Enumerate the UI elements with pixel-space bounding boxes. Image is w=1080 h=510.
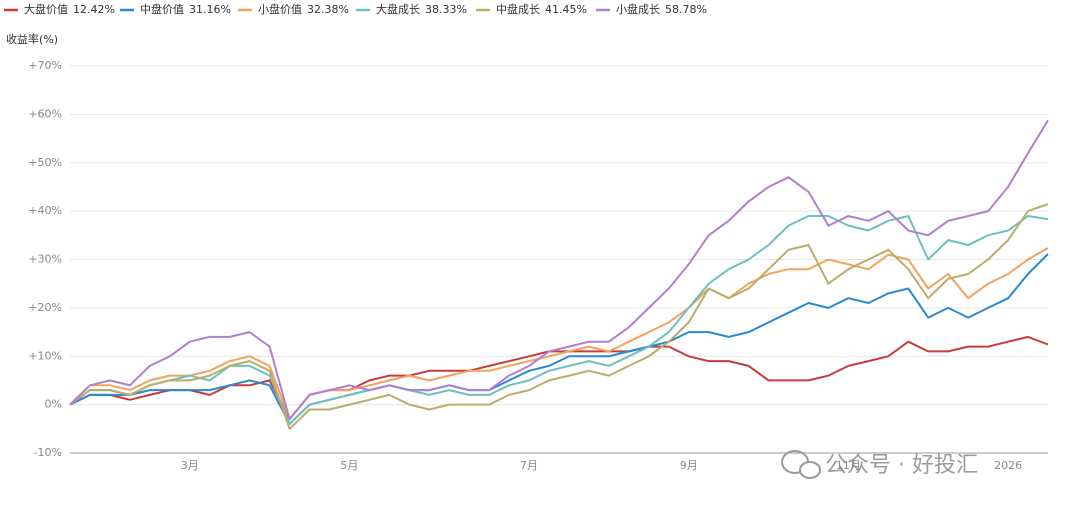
line xyxy=(69,119,1049,421)
line xyxy=(69,215,1049,425)
watermark: 公众号 · 好投汇 xyxy=(781,450,978,479)
legend-item: 小盘价值 32.38% xyxy=(238,2,349,16)
legend-label: 大盘价值 xyxy=(24,2,68,16)
line xyxy=(69,253,1049,425)
x-tick-label: 2026 xyxy=(994,459,1022,472)
y-tick-label: +40% xyxy=(28,204,62,217)
line xyxy=(69,203,1049,430)
y-tick-label: 0% xyxy=(45,398,62,411)
y-axis-title: 收益率(%) xyxy=(6,32,58,46)
x-tick-label: 3月 xyxy=(181,459,199,472)
x-tick-label: 9月 xyxy=(680,459,698,472)
watermark-icon xyxy=(799,461,821,479)
x-tick-label: 5月 xyxy=(340,459,358,472)
legend-value: 31.16% xyxy=(189,3,231,16)
legend-label: 小盘价值 xyxy=(258,2,302,16)
y-tick-label: +60% xyxy=(28,107,62,120)
legend-item: 大盘成长 38.33% xyxy=(356,2,467,16)
legend-value: 58.78% xyxy=(665,3,707,16)
legend-item: 小盘成长 58.78% xyxy=(596,2,707,16)
y-tick-label: +10% xyxy=(28,349,62,362)
y-tick-label: -10% xyxy=(34,446,62,459)
legend-value: 32.38% xyxy=(307,3,349,16)
legend-value: 38.33% xyxy=(425,3,467,16)
legend-label: 大盘成长 xyxy=(376,2,420,16)
line xyxy=(69,247,1049,421)
legend-label: 小盘成长 xyxy=(616,2,660,16)
legend-item: 中盘价值 31.16% xyxy=(120,2,231,16)
legend-item: 大盘价值 12.42% xyxy=(4,2,115,16)
y-tick-label: +20% xyxy=(28,301,62,314)
legend-label: 中盘价值 xyxy=(140,2,184,16)
legend-value: 41.45% xyxy=(545,3,587,16)
legend-value: 12.42% xyxy=(73,3,115,16)
y-tick-label: +50% xyxy=(28,156,62,169)
x-tick-label: 7月 xyxy=(520,459,538,472)
watermark-text: 公众号 · 好投汇 xyxy=(825,453,978,478)
x-tick-label: 11月 xyxy=(836,459,861,472)
legend-item: 中盘成长 41.45% xyxy=(476,2,587,16)
legend-label: 中盘成长 xyxy=(496,2,540,16)
y-tick-label: +30% xyxy=(28,253,62,266)
y-tick-label: +70% xyxy=(28,59,62,72)
